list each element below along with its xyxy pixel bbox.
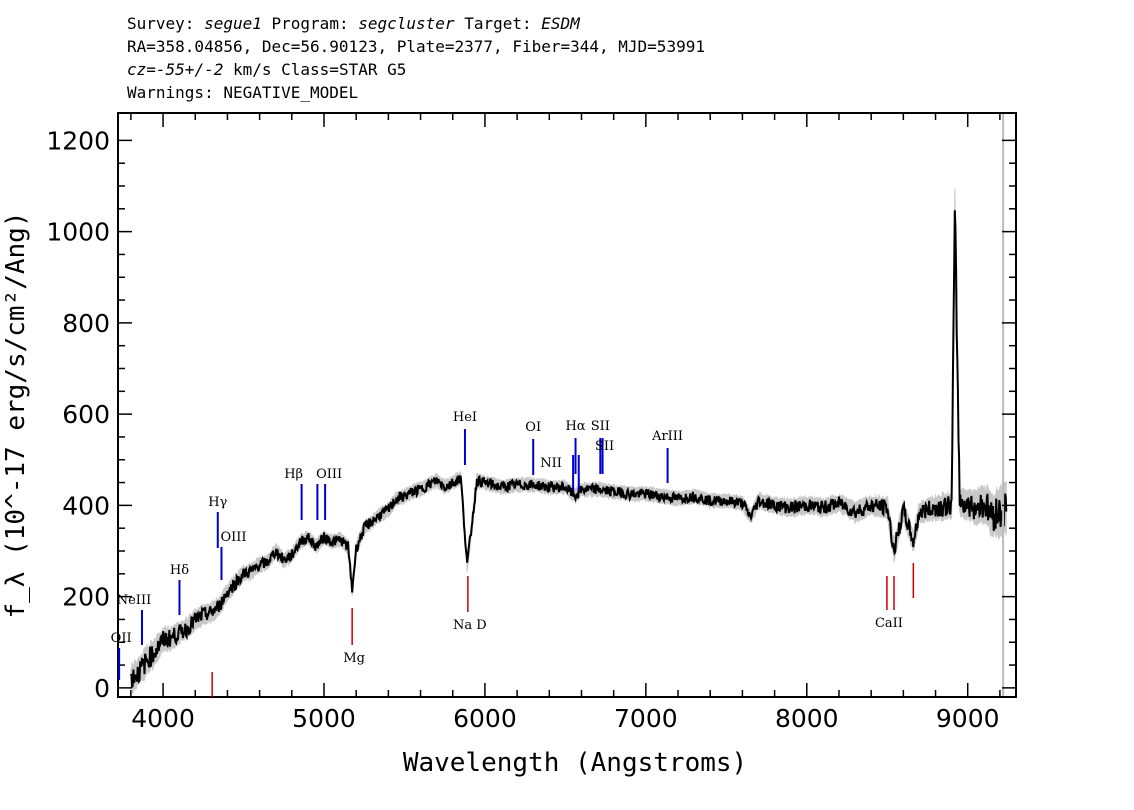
class-text: km/s Class=STAR G5 [223, 60, 407, 79]
emission-line-label: NeIII [117, 593, 151, 608]
header-line-warnings: Warnings: NEGATIVE_MODEL [127, 83, 359, 102]
header-line-redshift: cz=-55+/-2 km/s Class=STAR G5 [127, 58, 705, 81]
x-tick-label: 6000 [453, 704, 517, 733]
emission-line-label: Hδ [170, 563, 189, 578]
emission-line-label: NII [540, 456, 562, 471]
cz-value: -55+/-2 [155, 60, 224, 79]
y-tick-label: 1000 [46, 218, 110, 247]
emission-line-label: Hα [565, 419, 585, 434]
header-line-survey: Survey: segue1 Program: segcluster Targe… [127, 12, 705, 35]
y-tick-label: 0 [94, 674, 110, 703]
x-tick-label: 7000 [614, 704, 678, 733]
absorption-line-label: Na D [453, 618, 487, 633]
survey-value: segue1 [204, 14, 262, 33]
emission-line-label: OIII [220, 530, 246, 545]
emission-line-label: Hβ [284, 467, 303, 482]
absorption-line-label: CaII [875, 616, 903, 631]
y-tick-label: 1200 [46, 126, 110, 155]
emission-line-label: HeI [453, 410, 477, 425]
program-value: segcluster [358, 14, 455, 33]
target-value: ESDM [541, 14, 580, 33]
y-tick-label: 800 [62, 309, 110, 338]
emission-line-label: OIII [316, 467, 342, 482]
emission-line-label: SII [595, 439, 614, 454]
emission-line-label: ArIII [651, 429, 683, 444]
y-tick-label: 600 [62, 400, 110, 429]
emission-line-label: OI [525, 420, 541, 435]
y-tick-label: 200 [62, 583, 110, 612]
emission-line-label: SII [591, 419, 610, 434]
x-tick-label: 9000 [936, 704, 1000, 733]
cz-label: cz= [127, 60, 156, 79]
plot-frame [117, 112, 1017, 698]
target-label: Target: [464, 14, 532, 33]
x-tick-label: 4000 [131, 704, 195, 733]
x-axis-title: Wavelength (Angstroms) [403, 748, 747, 778]
emission-line-label: Hγ [208, 495, 227, 510]
emission-line-label: OII [111, 631, 132, 646]
survey-label: Survey: [127, 14, 195, 33]
flux-line [129, 210, 1008, 688]
spectrum-header: Survey: segue1 Program: segcluster Targe… [127, 12, 705, 104]
y-tick-label: 400 [62, 491, 110, 520]
program-label: Program: [271, 14, 349, 33]
absorption-line-label: Mg [343, 651, 365, 666]
x-tick-label: 5000 [292, 704, 356, 733]
y-axis-title: f_λ (10^-17 erg/s/cm²/Ang) [1, 212, 31, 619]
header-line-coordinates: RA=358.04856, Dec=56.90123, Plate=2377, … [127, 37, 705, 56]
x-tick-label: 8000 [775, 704, 839, 733]
